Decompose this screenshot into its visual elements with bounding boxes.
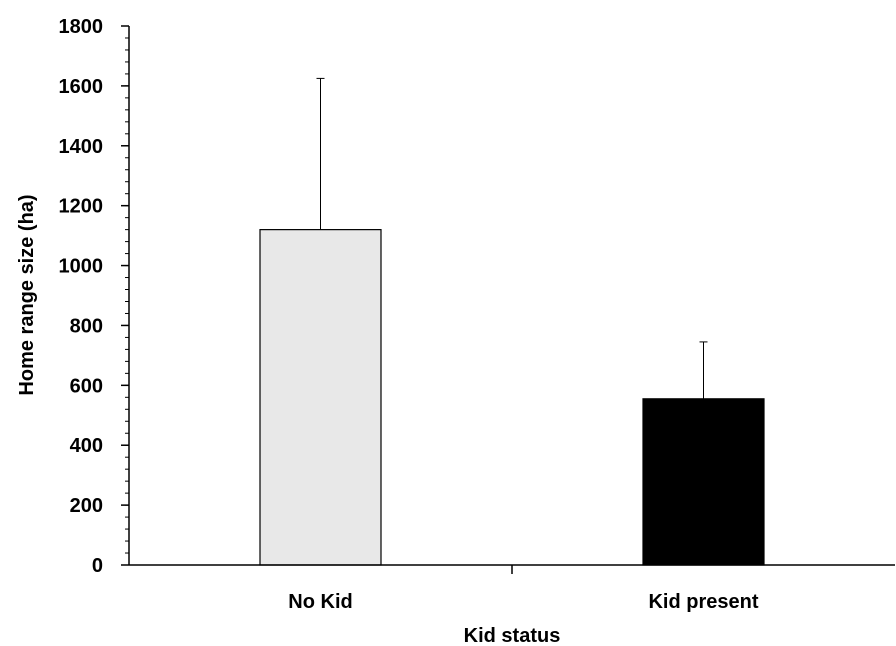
x-tick-label: No Kid	[288, 591, 352, 613]
y-major-ticks	[121, 25, 129, 566]
bar	[642, 398, 765, 566]
y-tick-label: 1600	[59, 76, 104, 98]
error-bars	[316, 77, 708, 399]
y-tick-label: 600	[70, 375, 103, 397]
y-tick-label: 0	[92, 555, 103, 577]
x-tick-label: Kid present	[648, 591, 758, 613]
x-tick-labels: No Kid Kid present	[288, 591, 759, 613]
y-tick-label: 800	[70, 315, 103, 337]
y-tick-label: 1000	[59, 256, 104, 278]
y-tick-label: 400	[70, 435, 103, 457]
y-tick-label: 1200	[59, 196, 104, 218]
y-tick-label: 200	[70, 495, 103, 517]
bars	[259, 229, 765, 566]
x-axis-title: Kid status	[464, 625, 561, 646]
y-tick-label: 1400	[59, 136, 104, 158]
bar	[259, 229, 382, 566]
y-tick-labels: 0 200 400 600 800 1000 1200 1400 1600 1800	[59, 16, 104, 577]
y-axis-title: Home range size (ha)	[16, 194, 38, 395]
y-tick-label: 1800	[59, 16, 104, 38]
